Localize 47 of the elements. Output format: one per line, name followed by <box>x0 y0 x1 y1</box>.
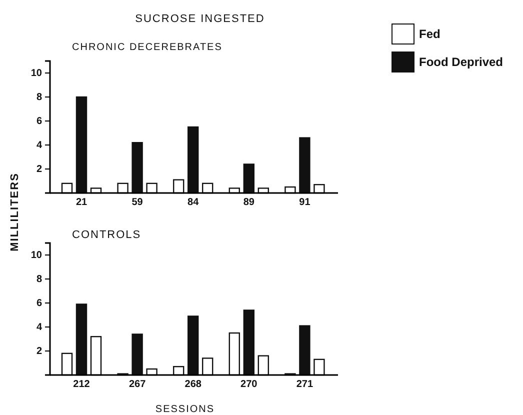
bar <box>146 182 158 194</box>
x-tick-label: 91 <box>299 197 311 208</box>
bar <box>76 304 88 376</box>
y-tick-label: 6 <box>36 116 42 128</box>
bar <box>299 137 310 194</box>
bar <box>117 182 128 194</box>
y-tick-label: 2 <box>36 346 42 358</box>
bar <box>243 310 254 376</box>
x-tick-label: 59 <box>132 197 144 208</box>
bar <box>258 355 269 376</box>
x-tick-label: 84 <box>188 197 200 208</box>
chart-subtitle: CHRONIC DECEREBRATES <box>72 42 222 53</box>
y-axis-title: MILLILITERS <box>9 172 21 252</box>
bar <box>76 96 88 194</box>
bar <box>314 184 325 194</box>
chart-title: SUCROSE INGESTED <box>135 13 265 25</box>
x-tick-label: 267 <box>128 379 146 390</box>
y-tick-label: 4 <box>36 322 42 334</box>
bar <box>202 358 214 376</box>
legend-label: Fed <box>419 27 440 41</box>
x-tick-label: 21 <box>76 197 88 208</box>
y-tick-label: 10 <box>30 250 42 262</box>
y-tick-label: 4 <box>36 140 42 152</box>
x-tick-label: 271 <box>296 379 314 390</box>
bar <box>314 358 325 376</box>
bar <box>132 142 143 194</box>
bar <box>90 336 102 376</box>
y-tick-label: 8 <box>36 92 42 104</box>
x-tick-label: 270 <box>240 379 258 390</box>
y-tick-label: 6 <box>36 298 42 310</box>
bar <box>173 179 184 194</box>
x-tick-label: 268 <box>184 379 202 390</box>
bar <box>132 334 143 376</box>
chart-title: CONTROLS <box>72 229 142 241</box>
x-tick-label: 89 <box>243 197 255 208</box>
bar <box>228 332 240 376</box>
y-tick-label: 2 <box>36 164 42 176</box>
bar <box>188 126 199 194</box>
y-tick-label: 8 <box>36 274 42 286</box>
x-tick-label: 212 <box>73 379 90 390</box>
x-axis-title: SESSIONS <box>155 404 215 415</box>
legend-label: Food Deprived <box>419 55 504 69</box>
y-tick-label: 10 <box>30 68 42 80</box>
bar <box>61 352 73 376</box>
bar <box>243 164 254 194</box>
bar <box>188 316 199 376</box>
bar <box>299 325 310 376</box>
